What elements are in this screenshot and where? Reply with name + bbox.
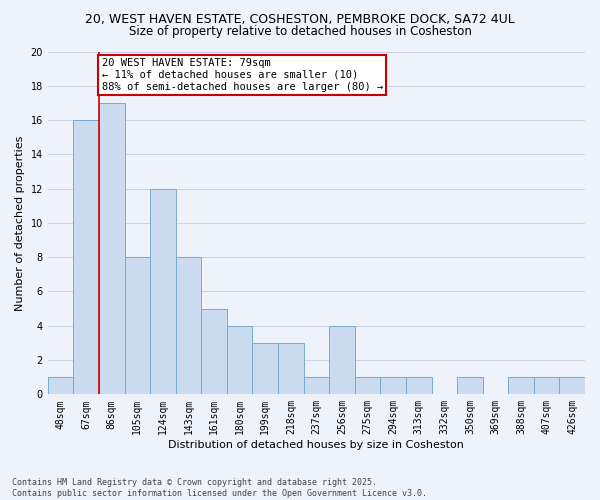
Bar [304,377,329,394]
Bar [150,188,176,394]
Bar [253,343,278,394]
Bar [73,120,99,394]
Y-axis label: Number of detached properties: Number of detached properties [15,135,25,310]
Bar [355,377,380,394]
Bar [380,377,406,394]
Text: Contains HM Land Registry data © Crown copyright and database right 2025.
Contai: Contains HM Land Registry data © Crown c… [12,478,427,498]
Text: 20 WEST HAVEN ESTATE: 79sqm
← 11% of detached houses are smaller (10)
88% of sem: 20 WEST HAVEN ESTATE: 79sqm ← 11% of det… [101,58,383,92]
Bar [329,326,355,394]
Bar [278,343,304,394]
Bar [457,377,482,394]
Text: Size of property relative to detached houses in Cosheston: Size of property relative to detached ho… [128,25,472,38]
Bar [406,377,431,394]
Bar [99,103,125,395]
Bar [125,257,150,394]
X-axis label: Distribution of detached houses by size in Cosheston: Distribution of detached houses by size … [169,440,464,450]
Bar [534,377,559,394]
Bar [48,377,73,394]
Bar [508,377,534,394]
Text: 20, WEST HAVEN ESTATE, COSHESTON, PEMBROKE DOCK, SA72 4UL: 20, WEST HAVEN ESTATE, COSHESTON, PEMBRO… [85,12,515,26]
Bar [201,308,227,394]
Bar [559,377,585,394]
Bar [227,326,253,394]
Bar [176,257,201,394]
